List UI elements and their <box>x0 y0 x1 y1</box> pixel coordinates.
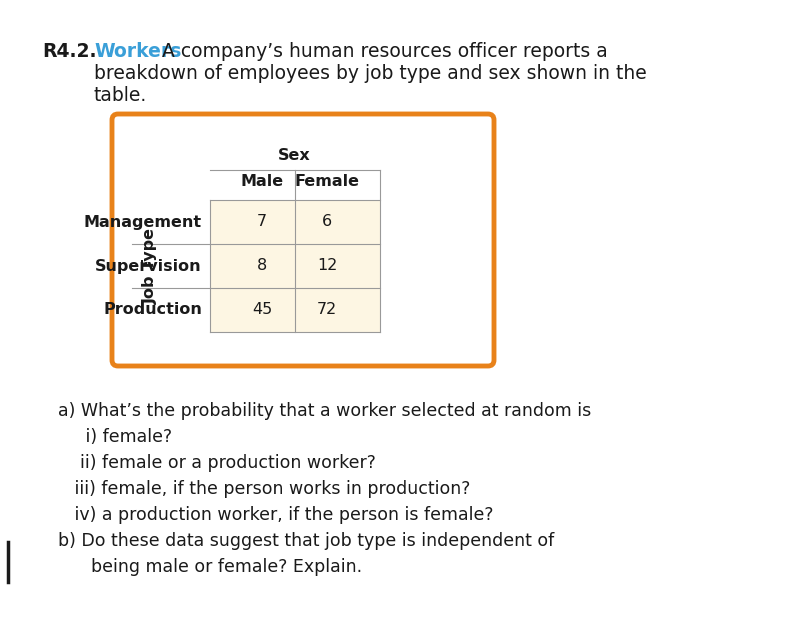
Text: iv) a production worker, if the person is female?: iv) a production worker, if the person i… <box>58 506 494 524</box>
Text: breakdown of employees by job type and sex shown in the: breakdown of employees by job type and s… <box>94 64 646 83</box>
Text: i) female?: i) female? <box>58 428 172 446</box>
Text: 45: 45 <box>252 303 272 318</box>
Text: table.: table. <box>94 86 148 105</box>
Text: being male or female? Explain.: being male or female? Explain. <box>58 558 363 576</box>
Text: Job Type: Job Type <box>143 228 157 304</box>
Text: Workers: Workers <box>94 42 182 61</box>
Text: Male: Male <box>240 174 284 189</box>
Text: 8: 8 <box>257 259 267 274</box>
Text: 12: 12 <box>317 259 337 274</box>
Text: 72: 72 <box>317 303 337 318</box>
Text: a) What’s the probability that a worker selected at random is: a) What’s the probability that a worker … <box>58 402 591 420</box>
FancyBboxPatch shape <box>112 114 494 366</box>
Text: R4.2.: R4.2. <box>42 42 97 61</box>
Bar <box>210 244 380 288</box>
Bar <box>210 288 380 332</box>
Text: Production: Production <box>103 303 202 318</box>
Text: iii) female, if the person works in production?: iii) female, if the person works in prod… <box>58 480 470 498</box>
Text: 7: 7 <box>257 215 267 229</box>
Text: Sex: Sex <box>278 148 311 163</box>
Text: b) Do these data suggest that job type is independent of: b) Do these data suggest that job type i… <box>58 532 554 550</box>
Text: Female: Female <box>294 174 359 189</box>
Bar <box>210 200 380 244</box>
Text: ii) female or a production worker?: ii) female or a production worker? <box>58 454 375 472</box>
Text: Management: Management <box>84 215 202 229</box>
Text: 6: 6 <box>322 215 332 229</box>
Text: Supervision: Supervision <box>96 259 202 274</box>
Text: A company’s human resources officer reports a: A company’s human resources officer repo… <box>156 42 607 61</box>
